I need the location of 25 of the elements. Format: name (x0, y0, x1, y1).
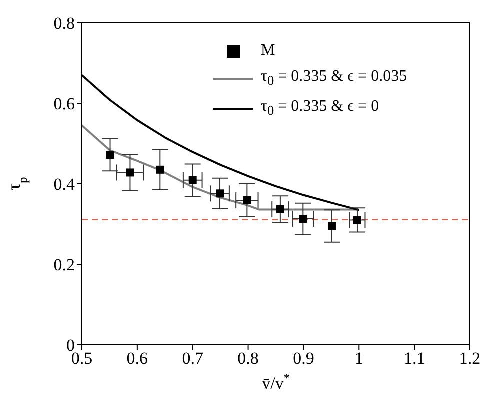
point (276, 205, 284, 214)
x-axis-title: v̄/v$^{*}$ (262, 371, 290, 393)
x-tick-label: 0.8 (238, 349, 259, 368)
x-tick-label: 0.7 (182, 349, 204, 368)
point (328, 222, 336, 230)
point (126, 168, 134, 177)
x-tick-label: 0.9 (293, 349, 314, 368)
y-tick-label: 0.4 (54, 175, 76, 194)
point (188, 176, 197, 184)
x-tick-label: 1 (354, 349, 364, 368)
legend-label: τ$_{0}$ = 0.335 & ϵ = 0 (261, 97, 380, 120)
legend-label: τ$_{0}$ = 0.335 & ϵ = 0.035 (261, 67, 408, 90)
point (216, 190, 224, 198)
point (106, 151, 114, 160)
x-tick-label: 1.2 (459, 349, 481, 368)
y-tick-label: 0.6 (54, 94, 75, 114)
x-tick-label: 1.1 (404, 349, 426, 368)
point (156, 166, 164, 174)
x-tick-label: 0.6 (126, 349, 148, 368)
point (353, 216, 362, 224)
legend-label: M (261, 41, 276, 61)
y-tick-label: 0.2 (54, 256, 75, 275)
point (243, 196, 252, 205)
y-tick-label: 0.8 (54, 14, 75, 34)
point (299, 215, 308, 224)
